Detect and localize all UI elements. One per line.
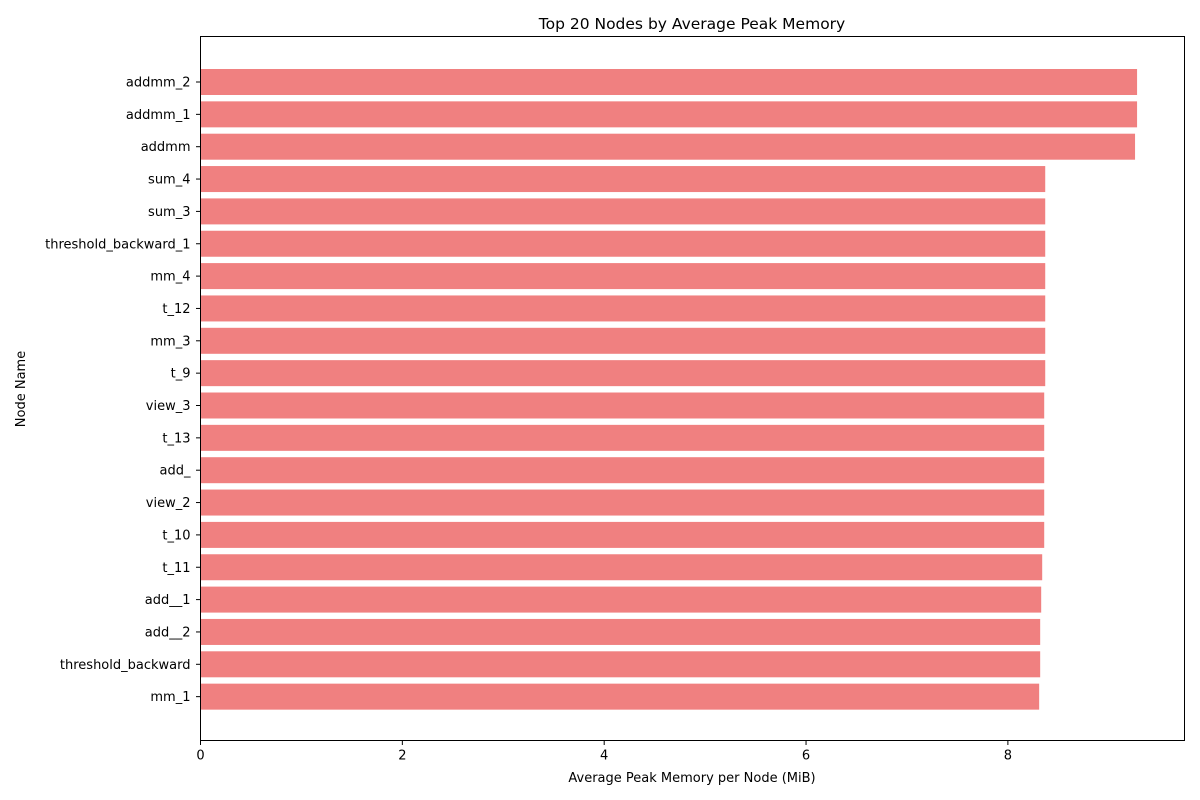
- bar: [200, 392, 1045, 419]
- bar: [200, 683, 1040, 710]
- x-axis-ticks: 0 2 4 6 8: [196, 740, 1012, 764]
- bar: [200, 327, 1046, 354]
- bar: [200, 69, 1138, 95]
- bar: [200, 198, 1046, 225]
- bar: [200, 133, 1136, 160]
- bar: [200, 263, 1046, 290]
- bar: [200, 586, 1042, 613]
- y-tick-label: t_9: [171, 367, 191, 382]
- chart-title: Top 20 Nodes by Average Peak Memory: [538, 15, 845, 33]
- bar: [200, 360, 1046, 387]
- bar: [200, 230, 1046, 257]
- x-tick-label: 8: [1004, 749, 1012, 764]
- y-tick-label: add__1: [145, 593, 191, 608]
- y-tick-label: sum_4: [148, 173, 190, 188]
- y-tick-label: view_3: [146, 399, 191, 414]
- y-axis-label: Node Name: [14, 351, 29, 427]
- y-tick-label: addmm: [141, 140, 191, 155]
- bar: [200, 424, 1045, 451]
- bar: [200, 457, 1045, 484]
- x-tick-label: 0: [196, 749, 204, 764]
- bar: [200, 651, 1041, 678]
- y-tick-label: addmm_1: [126, 108, 191, 123]
- y-tick-label: sum_3: [148, 205, 190, 220]
- y-tick-label: t_12: [162, 302, 190, 317]
- y-tick-label: threshold_backward: [60, 658, 191, 673]
- y-tick-label: threshold_backward_1: [45, 237, 190, 252]
- bar: [200, 618, 1041, 645]
- y-tick-label: view_2: [146, 496, 191, 511]
- x-axis-label: Average Peak Memory per Node (MiB): [568, 771, 815, 786]
- bar: [200, 166, 1046, 193]
- y-tick-label: mm_1: [150, 690, 190, 705]
- x-tick-label: 4: [600, 749, 608, 764]
- y-tick-label: t_13: [162, 431, 190, 446]
- y-tick-label: mm_3: [150, 334, 190, 349]
- y-tick-label: t_10: [162, 528, 190, 543]
- bar: [200, 295, 1046, 322]
- x-tick-label: 2: [398, 749, 406, 764]
- bar: [200, 101, 1138, 128]
- x-tick-label: 6: [802, 749, 810, 764]
- plot-frame: [200, 36, 1185, 741]
- y-tick-label: add__2: [145, 625, 191, 640]
- bar: [200, 554, 1043, 581]
- y-tick-label: addmm_2: [126, 76, 191, 91]
- y-tick-label: t_11: [162, 561, 190, 576]
- y-tick-label: add_: [160, 464, 191, 479]
- y-tick-label: mm_4: [150, 270, 190, 285]
- bar: [200, 521, 1045, 548]
- bar: [200, 489, 1045, 516]
- bars-group: [200, 69, 1138, 710]
